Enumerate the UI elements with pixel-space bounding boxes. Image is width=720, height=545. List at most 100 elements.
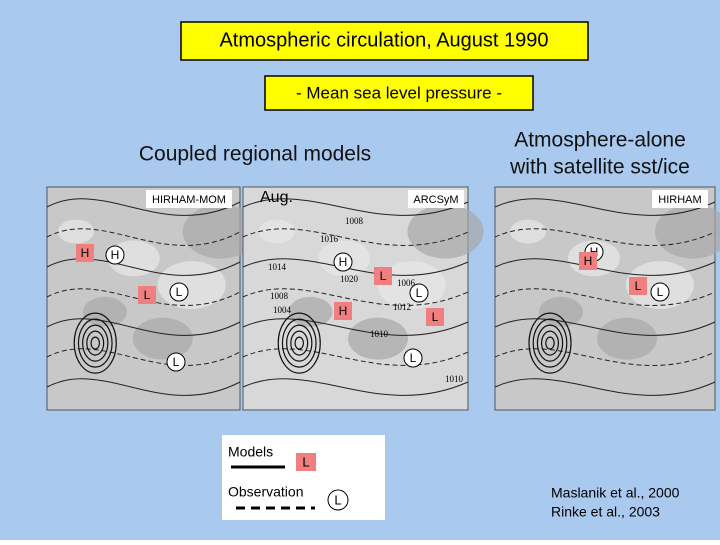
marker-label: L bbox=[410, 351, 417, 365]
land-shade bbox=[258, 219, 295, 244]
map-label: HIRHAM bbox=[658, 194, 701, 206]
land-shade bbox=[655, 204, 720, 259]
isobar bbox=[46, 318, 241, 336]
map-month: Aug. bbox=[260, 189, 293, 206]
model-marker bbox=[374, 267, 392, 285]
alone-heading: with satellite sst/ice bbox=[509, 156, 690, 179]
isobar-label: 1008 bbox=[345, 216, 364, 226]
land-shade bbox=[132, 317, 193, 360]
isobar bbox=[242, 228, 469, 246]
isobar-label: 1012 bbox=[393, 302, 411, 312]
low-isobar bbox=[286, 324, 313, 362]
isobar bbox=[46, 258, 241, 276]
land-shade bbox=[82, 296, 127, 327]
low-isobar bbox=[528, 312, 572, 374]
isobar bbox=[242, 288, 469, 306]
marker-label: L bbox=[657, 285, 664, 299]
map-label: ARCSyM bbox=[413, 194, 458, 206]
low-isobar bbox=[73, 312, 117, 374]
isobar bbox=[46, 378, 241, 396]
isobar-label: 1008 bbox=[270, 291, 289, 301]
model-marker bbox=[579, 252, 597, 270]
low-isobar bbox=[77, 318, 113, 368]
model-marker bbox=[334, 302, 352, 320]
observation-marker bbox=[166, 352, 186, 372]
isobar bbox=[494, 318, 716, 336]
model-marker bbox=[76, 244, 94, 262]
isobar bbox=[494, 348, 716, 366]
reference: Maslanik et al., 2000 bbox=[551, 485, 680, 501]
legend-model-marker-box bbox=[296, 453, 316, 471]
marker-label: L bbox=[635, 279, 642, 293]
low-isobar bbox=[532, 318, 568, 368]
isobar bbox=[242, 318, 469, 336]
observation-marker bbox=[169, 282, 189, 302]
marker-label: L bbox=[380, 269, 387, 283]
isobar bbox=[46, 288, 241, 306]
low-isobar bbox=[290, 330, 309, 356]
isobar bbox=[494, 228, 716, 246]
marker-label: L bbox=[173, 355, 180, 369]
land-shade bbox=[597, 317, 657, 360]
land-shade bbox=[57, 219, 94, 244]
marker-label: L bbox=[432, 310, 439, 324]
marker-label: H bbox=[81, 246, 90, 260]
low-isobar bbox=[90, 336, 101, 350]
legend-model-marker: L bbox=[302, 454, 309, 469]
low-isobar bbox=[281, 318, 317, 368]
model-marker bbox=[426, 308, 444, 326]
low-isobar bbox=[536, 324, 564, 362]
isobar bbox=[494, 288, 716, 306]
map-label-box bbox=[652, 190, 708, 208]
low-isobar bbox=[277, 312, 321, 374]
land-shade bbox=[407, 204, 484, 259]
observation-marker bbox=[105, 245, 125, 265]
isobar bbox=[46, 348, 241, 366]
observation-marker bbox=[403, 348, 423, 368]
low-isobar bbox=[86, 330, 105, 356]
map-label-box bbox=[408, 190, 464, 208]
land-shade bbox=[182, 204, 259, 259]
land-shade bbox=[510, 219, 546, 244]
observation-marker bbox=[333, 252, 353, 272]
land-shade bbox=[288, 296, 333, 327]
low-isobar bbox=[82, 324, 109, 362]
subtitle: - Mean sea level pressure - bbox=[296, 83, 502, 102]
legend-observation-marker: L bbox=[334, 492, 341, 507]
isobar bbox=[46, 198, 241, 216]
isobar bbox=[242, 378, 469, 396]
legend-observation: Observation bbox=[228, 484, 303, 500]
legend-observation-marker-circle bbox=[327, 489, 349, 511]
subtitle-box bbox=[264, 75, 534, 111]
coupled-heading: Coupled regional models bbox=[139, 143, 371, 166]
isobar bbox=[46, 228, 241, 246]
low-isobar bbox=[545, 336, 555, 350]
isobar-label: 1004 bbox=[273, 305, 292, 315]
isobar-label: 1020 bbox=[340, 274, 359, 284]
isobar bbox=[494, 198, 716, 216]
maps: HIRHAM-MOMHHLLLARCSyMHLLHLLHIRHAMHHLLAug… bbox=[46, 186, 720, 411]
isobar bbox=[242, 198, 469, 216]
model-marker bbox=[138, 286, 156, 304]
isobar-label: 1014 bbox=[268, 262, 287, 272]
isobar bbox=[494, 378, 716, 396]
land-shade bbox=[348, 317, 408, 360]
title: Atmospheric circulation, August 1990 bbox=[219, 29, 548, 51]
marker-label: H bbox=[584, 254, 593, 268]
marker-label: L bbox=[416, 286, 423, 300]
isobar-label: 1016 bbox=[320, 234, 339, 244]
isobar-label: 1006 bbox=[397, 278, 416, 288]
map-label: HIRHAM-MOM bbox=[152, 194, 226, 206]
marker-label: H bbox=[111, 248, 120, 262]
marker-label: H bbox=[339, 255, 348, 269]
land-shade bbox=[539, 296, 583, 327]
title-box bbox=[180, 21, 589, 61]
legend-box bbox=[222, 435, 385, 520]
model-marker bbox=[629, 277, 647, 295]
observation-marker bbox=[409, 283, 429, 303]
marker-label: L bbox=[144, 288, 151, 302]
observation-marker bbox=[650, 282, 670, 302]
isobar-label: 1010 bbox=[370, 329, 389, 339]
alone-heading: Atmosphere-alone bbox=[514, 129, 686, 152]
